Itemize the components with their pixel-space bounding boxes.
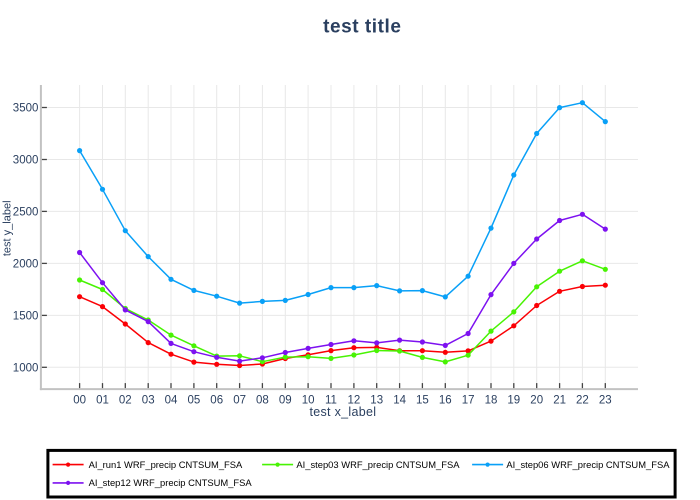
svg-text:20: 20 (530, 395, 543, 407)
svg-text:test title: test title (323, 17, 401, 38)
svg-text:2500: 2500 (13, 206, 39, 218)
svg-text:22: 22 (576, 395, 589, 407)
svg-text:05: 05 (188, 395, 201, 407)
svg-text:03: 03 (142, 395, 155, 407)
svg-text:08: 08 (256, 395, 269, 407)
svg-text:AI_step06 WRF_precip CNTSUM_FS: AI_step06 WRF_precip CNTSUM_FSA (506, 459, 670, 470)
svg-text:10: 10 (302, 395, 315, 407)
svg-text:14: 14 (393, 395, 406, 407)
svg-text:AI_run1 WRF_precip CNTSUM_FSA: AI_run1 WRF_precip CNTSUM_FSA (89, 459, 243, 470)
svg-text:test y_label: test y_label (2, 200, 14, 256)
svg-text:2000: 2000 (13, 258, 39, 270)
svg-text:1500: 1500 (13, 310, 39, 322)
svg-text:AI_step12 WRF_precip CNTSUM_FS: AI_step12 WRF_precip CNTSUM_FSA (89, 477, 253, 488)
svg-text:21: 21 (553, 395, 566, 407)
svg-text:01: 01 (96, 395, 109, 407)
svg-text:00: 00 (73, 395, 86, 407)
svg-text:13: 13 (370, 395, 383, 407)
svg-text:3500: 3500 (13, 103, 39, 115)
svg-text:04: 04 (165, 395, 178, 407)
svg-text:09: 09 (279, 395, 292, 407)
svg-text:test x_label: test x_label (309, 405, 376, 419)
svg-text:1000: 1000 (13, 362, 39, 374)
svg-text:15: 15 (416, 395, 429, 407)
svg-text:17: 17 (462, 395, 475, 407)
svg-text:07: 07 (233, 395, 246, 407)
svg-text:16: 16 (439, 395, 452, 407)
svg-text:19: 19 (507, 395, 520, 407)
svg-text:23: 23 (599, 395, 612, 407)
svg-text:18: 18 (485, 395, 498, 407)
svg-text:AI_step03 WRF_precip CNTSUM_FS: AI_step03 WRF_precip CNTSUM_FSA (296, 459, 460, 470)
svg-text:3000: 3000 (13, 155, 39, 167)
svg-text:11: 11 (325, 395, 337, 407)
svg-text:06: 06 (210, 395, 223, 407)
svg-text:02: 02 (119, 395, 132, 407)
svg-text:12: 12 (348, 395, 361, 407)
